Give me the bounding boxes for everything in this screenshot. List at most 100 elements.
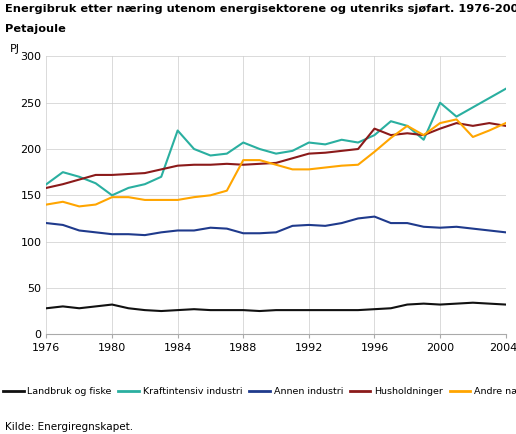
- Kraftintensiv industri: [109, 193, 115, 198]
- Andre næringer: [125, 194, 132, 200]
- Husholdninger: [355, 146, 361, 151]
- Landbruk og fiske: [158, 309, 164, 314]
- Husholdninger: [125, 171, 132, 177]
- Andre næringer: [322, 165, 328, 170]
- Landbruk og fiske: [437, 302, 443, 307]
- Andre næringer: [273, 162, 279, 168]
- Kraftintensiv industri: [355, 140, 361, 145]
- Husholdninger: [322, 150, 328, 155]
- Annen industri: [43, 220, 50, 226]
- Annen industri: [207, 225, 214, 230]
- Landbruk og fiske: [355, 308, 361, 313]
- Andre næringer: [372, 149, 378, 155]
- Landbruk og fiske: [486, 301, 492, 306]
- Kraftintensiv industri: [224, 151, 230, 156]
- Husholdninger: [437, 126, 443, 131]
- Annen industri: [322, 223, 328, 228]
- Annen industri: [60, 222, 66, 227]
- Annen industri: [256, 230, 263, 236]
- Husholdninger: [207, 162, 214, 168]
- Annen industri: [421, 224, 427, 230]
- Landbruk og fiske: [43, 306, 50, 311]
- Andre næringer: [470, 135, 476, 140]
- Husholdninger: [503, 123, 509, 128]
- Kraftintensiv industri: [92, 181, 99, 186]
- Kraftintensiv industri: [240, 140, 246, 145]
- Kraftintensiv industri: [76, 174, 83, 179]
- Landbruk og fiske: [207, 308, 214, 313]
- Landbruk og fiske: [142, 308, 148, 313]
- Landbruk og fiske: [388, 306, 394, 311]
- Annen industri: [125, 232, 132, 237]
- Andre næringer: [207, 193, 214, 198]
- Andre næringer: [60, 199, 66, 204]
- Kraftintensiv industri: [421, 137, 427, 142]
- Kraftintensiv industri: [372, 132, 378, 138]
- Annen industri: [191, 228, 197, 233]
- Annen industri: [404, 220, 410, 226]
- Landbruk og fiske: [224, 308, 230, 313]
- Landbruk og fiske: [322, 308, 328, 313]
- Annen industri: [76, 228, 83, 233]
- Kraftintensiv industri: [322, 142, 328, 147]
- Husholdninger: [191, 162, 197, 168]
- Kraftintensiv industri: [306, 140, 312, 145]
- Andre næringer: [158, 197, 164, 203]
- Landbruk og fiske: [503, 302, 509, 307]
- Annen industri: [486, 228, 492, 233]
- Annen industri: [92, 230, 99, 235]
- Landbruk og fiske: [404, 302, 410, 307]
- Line: Annen industri: Annen industri: [46, 217, 506, 235]
- Kraftintensiv industri: [60, 170, 66, 175]
- Kraftintensiv industri: [43, 181, 50, 187]
- Husholdninger: [174, 163, 181, 168]
- Andre næringer: [421, 132, 427, 138]
- Line: Kraftintensiv industri: Kraftintensiv industri: [46, 89, 506, 195]
- Andre næringer: [355, 162, 361, 168]
- Annen industri: [338, 220, 345, 226]
- Annen industri: [355, 216, 361, 221]
- Husholdninger: [306, 151, 312, 156]
- Text: Kilde: Energiregnskapet.: Kilde: Energiregnskapet.: [5, 422, 133, 432]
- Husholdninger: [372, 126, 378, 131]
- Husholdninger: [388, 132, 394, 138]
- Kraftintensiv industri: [503, 86, 509, 92]
- Annen industri: [158, 230, 164, 235]
- Landbruk og fiske: [338, 308, 345, 313]
- Kraftintensiv industri: [125, 185, 132, 191]
- Landbruk og fiske: [92, 304, 99, 309]
- Husholdninger: [404, 131, 410, 136]
- Kraftintensiv industri: [256, 146, 263, 151]
- Landbruk og fiske: [125, 306, 132, 311]
- Annen industri: [273, 230, 279, 235]
- Kraftintensiv industri: [338, 137, 345, 142]
- Andre næringer: [76, 204, 83, 209]
- Kraftintensiv industri: [404, 123, 410, 128]
- Andre næringer: [109, 194, 115, 200]
- Husholdninger: [256, 161, 263, 166]
- Andre næringer: [388, 135, 394, 141]
- Landbruk og fiske: [256, 309, 263, 314]
- Annen industri: [306, 222, 312, 227]
- Annen industri: [240, 230, 246, 236]
- Andre næringer: [404, 123, 410, 128]
- Landbruk og fiske: [109, 302, 115, 307]
- Annen industri: [388, 220, 394, 226]
- Husholdninger: [421, 132, 427, 138]
- Legend: Landbruk og fiske, Kraftintensiv industri, Annen industri, Husholdninger, Andre : Landbruk og fiske, Kraftintensiv industr…: [0, 383, 516, 400]
- Kraftintensiv industri: [273, 151, 279, 156]
- Andre næringer: [92, 202, 99, 207]
- Andre næringer: [454, 117, 460, 122]
- Annen industri: [372, 214, 378, 219]
- Husholdninger: [240, 162, 246, 168]
- Kraftintensiv industri: [191, 146, 197, 151]
- Kraftintensiv industri: [142, 181, 148, 187]
- Annen industri: [437, 225, 443, 230]
- Kraftintensiv industri: [486, 95, 492, 101]
- Husholdninger: [142, 171, 148, 176]
- Andre næringer: [191, 194, 197, 200]
- Line: Husholdninger: Husholdninger: [46, 123, 506, 188]
- Kraftintensiv industri: [388, 118, 394, 124]
- Line: Andre næringer: Andre næringer: [46, 119, 506, 207]
- Husholdninger: [289, 156, 296, 161]
